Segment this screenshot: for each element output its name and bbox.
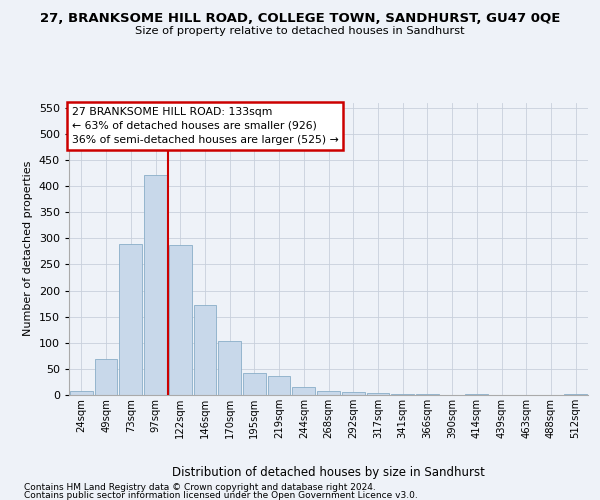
Text: Size of property relative to detached houses in Sandhurst: Size of property relative to detached ho… (135, 26, 465, 36)
Bar (268, 376, 290, 395)
Text: Distribution of detached houses by size in Sandhurst: Distribution of detached houses by size … (172, 466, 485, 479)
Y-axis label: Number of detached properties: Number of detached properties (23, 161, 33, 336)
Bar (169, 245, 191, 395)
Text: 27 BRANKSOME HILL ROAD: 133sqm
← 63% of detached houses are smaller (926)
36% of: 27 BRANKSOME HILL ROAD: 133sqm ← 63% of … (71, 107, 338, 145)
Bar (144, 174, 167, 395)
Bar (564, 394, 587, 395)
Bar (416, 394, 439, 395)
Text: Contains HM Land Registry data © Crown copyright and database right 2024.: Contains HM Land Registry data © Crown c… (24, 482, 376, 492)
Bar (243, 373, 266, 395)
Bar (70, 391, 93, 395)
Bar (466, 394, 488, 395)
Bar (317, 391, 340, 395)
Bar (218, 340, 241, 395)
Text: Contains public sector information licensed under the Open Government Licence v3: Contains public sector information licen… (24, 490, 418, 500)
Bar (391, 394, 414, 395)
Bar (292, 386, 315, 395)
Bar (119, 244, 142, 395)
Bar (367, 394, 389, 395)
Bar (95, 360, 118, 395)
Bar (342, 392, 365, 395)
Bar (194, 305, 216, 395)
Text: 27, BRANKSOME HILL ROAD, COLLEGE TOWN, SANDHURST, GU47 0QE: 27, BRANKSOME HILL ROAD, COLLEGE TOWN, S… (40, 12, 560, 26)
